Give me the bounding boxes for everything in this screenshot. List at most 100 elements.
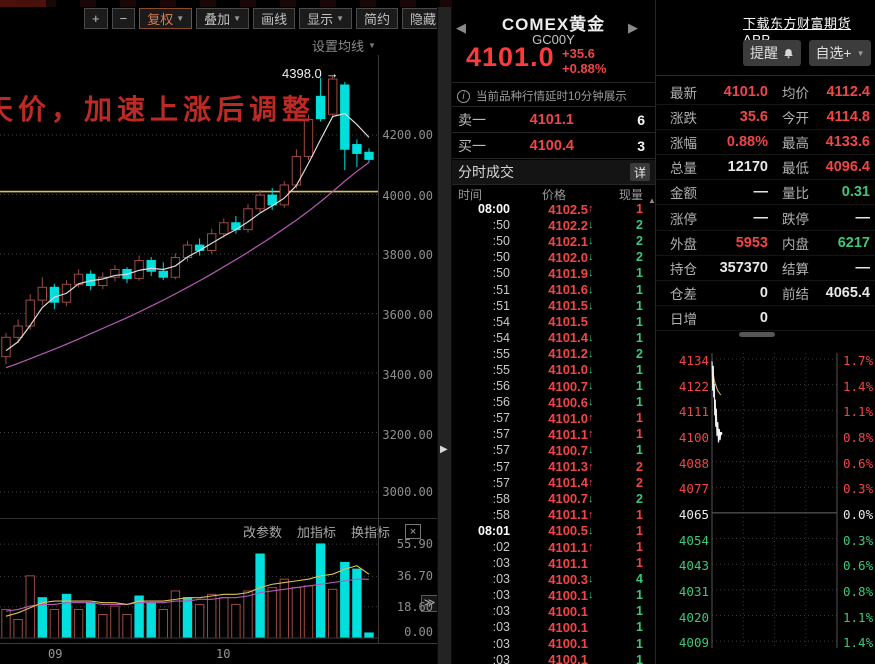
y-axis-tick: 3600.00: [382, 308, 433, 322]
delay-notice-text: 当前品种行情延时10分钟展示: [476, 91, 627, 103]
tick-price: 4100.1: [548, 603, 588, 619]
tick-row: :57 4101.1 ↑ 1: [452, 426, 655, 442]
x-axis-tick: 10: [216, 647, 231, 661]
ask-volume: 6: [637, 111, 645, 128]
volume-y-tick: 55.90: [396, 537, 433, 551]
mini-price-tick: 4088: [678, 455, 709, 471]
stat-value: 0.88%: [726, 134, 768, 151]
bid-volume: 3: [637, 137, 645, 154]
switch-indicator-link[interactable]: 换指标: [351, 525, 391, 540]
tick-price: 4101.1: [548, 555, 588, 571]
scroll-up-icon[interactable]: ▲: [648, 196, 656, 205]
zoom-in-button[interactable]: +: [84, 8, 108, 29]
tick-price: 4102.2: [548, 217, 588, 233]
tick-time: 08:01: [478, 523, 510, 538]
overlay-button[interactable]: 叠加 ▼: [196, 8, 250, 29]
draw-label: 画线: [261, 12, 288, 27]
volume-indicator-chart[interactable]: [0, 520, 440, 643]
mini-price-tick: 4031: [678, 583, 709, 599]
tick-volume: 1: [636, 282, 643, 297]
intraday-mini-chart[interactable]: [655, 348, 875, 664]
tick-time: :56: [492, 379, 510, 394]
tick-list[interactable]: 08:00 4102.5 ↑ 1:50 4102.2 ↓ 2:50 4102.1 ↓ 2:50 41…: [452, 201, 655, 664]
stat-value: —: [753, 209, 769, 226]
stat-value: 0.31: [841, 184, 870, 201]
prev-instrument-button[interactable]: ◀: [456, 20, 466, 35]
stat-label: 持仓: [670, 261, 697, 277]
stat-label: 今开: [782, 111, 809, 127]
zoom-out-button[interactable]: −: [111, 8, 136, 29]
mini-pct-tick: 1.4%: [843, 635, 874, 651]
ma-settings-label: 设置均线: [312, 39, 365, 54]
ask-label: 卖一: [458, 111, 486, 128]
tick-price: 4100.1: [548, 587, 588, 603]
down-arrow-icon: ↓: [588, 235, 594, 248]
collapse-arrow-icon[interactable]: ▶: [440, 444, 448, 455]
y-axis-tick: 3000.00: [382, 485, 433, 499]
tick-row: :03 4100.1 ↓ 1: [452, 587, 655, 603]
stats-row: 总量 12170 最低 4096.4: [656, 155, 875, 181]
add-watchlist-button[interactable]: 自选+ ▼: [809, 40, 871, 66]
ma-settings-button[interactable]: 设置均线 ▼: [312, 36, 377, 55]
tick-row: :03 4100.1 1: [452, 652, 655, 664]
tick-time: :50: [492, 250, 510, 265]
tick-price: 4100.1: [548, 636, 588, 652]
draw-line-button[interactable]: 画线: [253, 8, 296, 29]
mini-pct-tick: 0.8%: [843, 429, 874, 445]
y-axis-tick: 3400.00: [382, 368, 433, 382]
y-axis-tick: 4200.00: [382, 128, 433, 142]
volume-y-tick: 18.60: [396, 600, 433, 614]
tick-time: :02: [492, 540, 510, 555]
watchlist-label: 自选+: [815, 45, 852, 61]
tick-time: :55: [492, 346, 510, 361]
next-instrument-button[interactable]: ▶: [628, 20, 638, 35]
tick-detail-button[interactable]: 详: [630, 163, 650, 181]
stat-value: —: [855, 209, 871, 226]
tick-price: 4100.1: [548, 619, 588, 635]
tick-row: 08:00 4102.5 ↑ 1: [452, 201, 655, 217]
simple-mode-button[interactable]: 简约: [356, 8, 399, 29]
close-indicator-button[interactable]: ×: [405, 524, 422, 539]
panel-resize-divider[interactable]: [437, 7, 452, 664]
chevron-down-icon: ▼: [176, 14, 185, 23]
tick-volume: 1: [636, 314, 643, 329]
adjust-price-button[interactable]: 复权 ▼: [139, 8, 193, 29]
display-button[interactable]: 显示 ▼: [299, 8, 353, 29]
main-candlestick-chart[interactable]: [0, 55, 440, 520]
tick-row: :51 4101.5 ↓ 1: [452, 298, 655, 314]
separator: [452, 106, 655, 107]
clipped-top-content: [0, 0, 875, 7]
tick-volume: 1: [636, 588, 643, 603]
zoom-in-label: +: [92, 11, 100, 26]
tick-row: :51 4101.6 ↓ 1: [452, 281, 655, 297]
tick-list-header-bar: 分时成交 详: [452, 160, 655, 184]
tick-row: 08:01 4100.5 ↓ 1: [452, 523, 655, 539]
down-arrow-icon: ↓: [588, 283, 594, 296]
stats-row: 涨跌 35.6 今开 4114.8: [656, 105, 875, 131]
tick-row: :03 4100.1 1: [452, 636, 655, 652]
bid-row[interactable]: 买一 4100.4 3: [452, 133, 655, 158]
scroll-indicator[interactable]: [739, 332, 775, 337]
info-icon: i: [457, 89, 470, 103]
expand-panel-button[interactable]: ≫: [421, 595, 438, 612]
chevron-down-icon: ▼: [233, 14, 242, 23]
stat-value: —: [855, 259, 871, 276]
bid-price: 4100.4: [529, 137, 574, 154]
ask-row[interactable]: 卖一 4101.1 6: [452, 107, 655, 132]
add-indicator-link[interactable]: 加指标: [297, 525, 337, 540]
tick-time: :03: [492, 636, 510, 651]
edit-params-link[interactable]: 改参数: [243, 525, 283, 540]
alert-button[interactable]: 提醒: [743, 40, 801, 66]
mini-price-tick: 4111: [678, 404, 709, 420]
delay-notice: i 当前品种行情延时10分钟展示: [457, 88, 627, 104]
separator: [452, 158, 655, 159]
alert-label: 提醒: [750, 45, 778, 61]
tick-list-title: 分时成交: [458, 164, 514, 180]
tick-volume: 1: [636, 636, 643, 651]
tick-price: 4101.0: [548, 410, 588, 426]
tick-volume: 1: [636, 330, 643, 345]
mini-pct-tick: 0.3%: [843, 481, 874, 497]
tick-price: 4100.5: [548, 523, 588, 539]
stat-label: 总量: [670, 161, 697, 177]
tick-volume: 1: [636, 411, 643, 426]
